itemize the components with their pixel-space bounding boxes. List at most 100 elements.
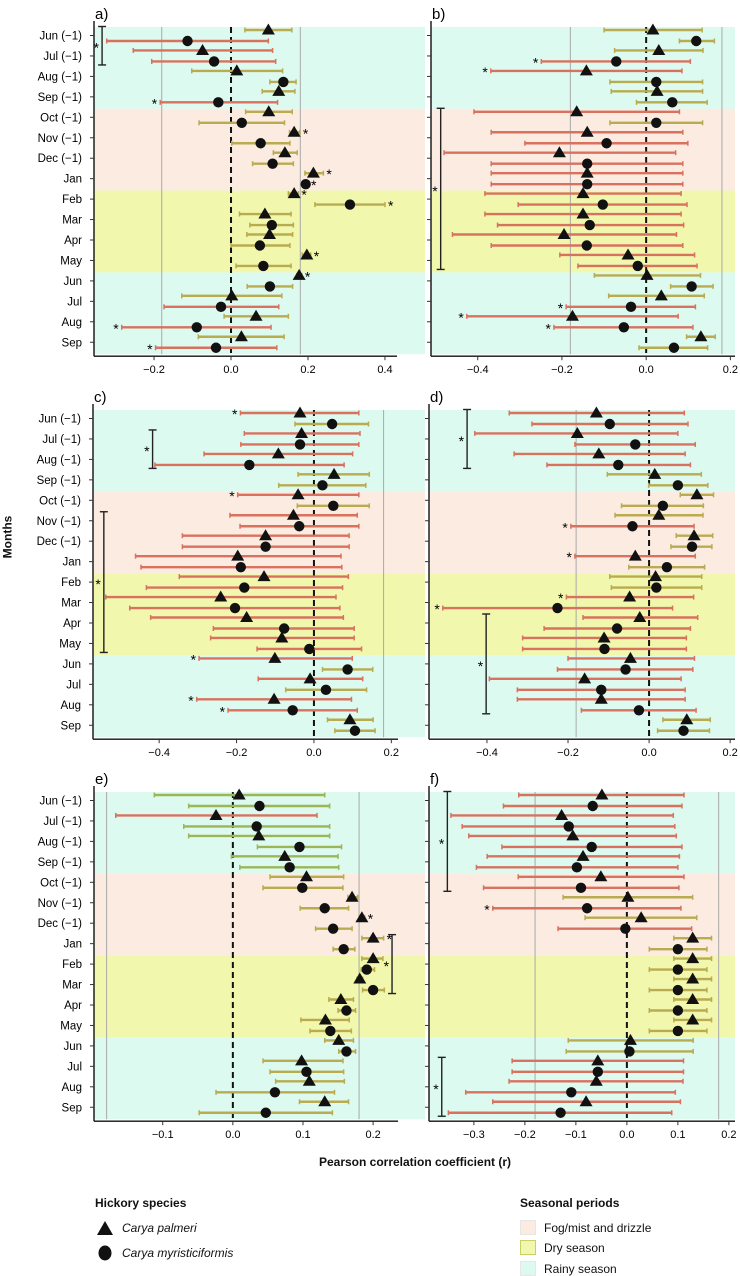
month-label: Jun (−1) <box>39 796 82 808</box>
carya-myristiciformis-point <box>620 664 631 675</box>
season-band <box>431 190 735 273</box>
season-band <box>94 108 425 191</box>
carya-myristiciformis-point <box>668 342 680 353</box>
carya-myristiciformis-point <box>566 1087 577 1098</box>
carya-myristiciformis-point <box>213 97 224 108</box>
x-tick-label: −0.2 <box>226 747 248 759</box>
month-label: Oct (−1) <box>39 495 81 507</box>
triangle-marker-icon <box>97 1221 113 1235</box>
significance-star: * <box>314 248 320 264</box>
panel-e: e) Jun (−1) Jul (−1) Aug (−1) Sep (−1) Oct (−… <box>38 771 425 1141</box>
month-label: Jan <box>62 557 81 569</box>
month-label: Jul <box>67 1061 82 1073</box>
carya-myristiciformis-point <box>229 602 241 614</box>
carya-palmeri-point <box>621 248 635 260</box>
carya-palmeri-point <box>240 611 254 622</box>
x-tick-label: 0.2 <box>721 1129 736 1141</box>
month-label: Jun <box>63 1041 82 1053</box>
carya-myristiciformis-point <box>552 602 563 614</box>
month-label: May <box>60 1020 82 1032</box>
carya-palmeri-point <box>267 692 281 704</box>
x-axis-label: Pearson correlation coefficient (r) <box>318 1155 512 1169</box>
carya-palmeri-point <box>278 146 292 158</box>
panel-d: d) −0.4 −0.2 0.0 0.2 * * * * * * <box>425 389 738 759</box>
x-tick-label: 0.2 <box>722 747 737 759</box>
carya-palmeri-point <box>353 972 367 984</box>
month-label: Dec (−1) <box>38 918 83 930</box>
carya-myristiciformis-point <box>597 199 608 210</box>
carya-palmeri-point <box>687 529 701 541</box>
carya-myristiciformis-point <box>571 862 583 873</box>
significance-star: * <box>229 488 235 504</box>
legend-season-title: Seasonal periods <box>520 1196 620 1210</box>
carya-myristiciformis-point <box>264 281 276 292</box>
significance-star: * <box>152 95 158 111</box>
carya-myristiciformis-point <box>613 459 624 471</box>
carya-myristiciformis-point <box>651 117 662 128</box>
month-label: Aug (−1) <box>37 454 82 466</box>
carya-palmeri-point <box>292 268 306 280</box>
legend-label: Fog/mist and drizzle <box>544 1220 652 1235</box>
carya-myristiciformis-point <box>301 1066 312 1078</box>
x-tick-label: −0.2 <box>514 1129 536 1141</box>
carya-palmeri-point <box>591 1054 605 1066</box>
month-label: Aug <box>62 317 82 329</box>
carya-palmeri-point <box>589 406 603 418</box>
carya-palmeri-point <box>552 146 566 158</box>
carya-myristiciformis-point <box>651 76 662 88</box>
x-tick-label: 0.2 <box>723 364 738 376</box>
carya-palmeri-point <box>686 931 700 943</box>
month-label: Feb <box>62 959 82 971</box>
bracket-star: * <box>439 835 445 851</box>
bracket-star: * <box>144 443 150 459</box>
month-label: Dec (−1) <box>37 536 82 548</box>
carya-palmeri-point <box>694 330 708 342</box>
legend-species-title: Hickory species <box>95 1196 187 1210</box>
carya-myristiciformis-point <box>254 240 266 251</box>
panel-b: b) −0.4 −0.2 0.0 0.2 * * * * * * <box>427 6 738 376</box>
legend-item-rainy: Rainy season <box>520 1261 617 1276</box>
month-label: Sep <box>62 337 82 349</box>
carya-myristiciformis-point <box>361 964 372 975</box>
carya-myristiciformis-point <box>341 1046 352 1057</box>
carya-palmeri-point <box>570 426 584 438</box>
carya-myristiciformis-point <box>691 35 702 47</box>
carya-palmeri-point <box>249 309 263 321</box>
carya-palmeri-point <box>275 631 289 643</box>
significance-star: * <box>191 651 197 667</box>
carya-palmeri-point <box>680 713 694 725</box>
carya-palmeri-point <box>579 64 593 76</box>
carya-myristiciformis-point <box>582 158 593 169</box>
significance-star: * <box>558 590 564 606</box>
carya-palmeri-point <box>646 23 660 35</box>
month-label: Jul (−1) <box>43 51 82 63</box>
carya-palmeri-point <box>295 426 309 438</box>
panel-c: c) Jun (−1) Jul (−1) Aug (−1) Sep (−1) Oct (−… <box>37 389 425 759</box>
carya-myristiciformis-point <box>287 705 298 716</box>
carya-myristiciformis-point <box>254 800 265 812</box>
month-label: Jun <box>62 659 81 671</box>
x-tick-label: −0.2 <box>143 364 165 376</box>
carya-myristiciformis-point <box>611 623 623 634</box>
significance-star: * <box>558 300 564 316</box>
carya-palmeri-point <box>366 952 380 964</box>
carya-palmeri-point <box>654 289 668 301</box>
carya-palmeri-point <box>287 187 301 199</box>
season-band <box>94 27 425 109</box>
carya-myristiciformis-point <box>344 199 356 210</box>
legend-item-fog: Fog/mist and drizzle <box>520 1220 651 1235</box>
carya-palmeri-point <box>592 447 606 459</box>
carya-myristiciformis-point <box>620 923 631 934</box>
bracket-star: * <box>459 433 465 449</box>
x-tick-label: −0.2 <box>551 364 573 376</box>
carya-myristiciformis-point <box>661 561 673 573</box>
bracket-star: * <box>433 1081 439 1097</box>
month-label: Nov (−1) <box>38 898 83 910</box>
month-label: Oct (−1) <box>40 112 82 124</box>
significance-star: * <box>303 125 309 141</box>
month-label: Oct (−1) <box>40 877 82 889</box>
carya-palmeri-point <box>214 590 228 602</box>
carya-palmeri-point <box>230 64 244 76</box>
legend-item-palmeri: Carya palmeri <box>96 1220 197 1236</box>
season-band <box>429 573 735 656</box>
